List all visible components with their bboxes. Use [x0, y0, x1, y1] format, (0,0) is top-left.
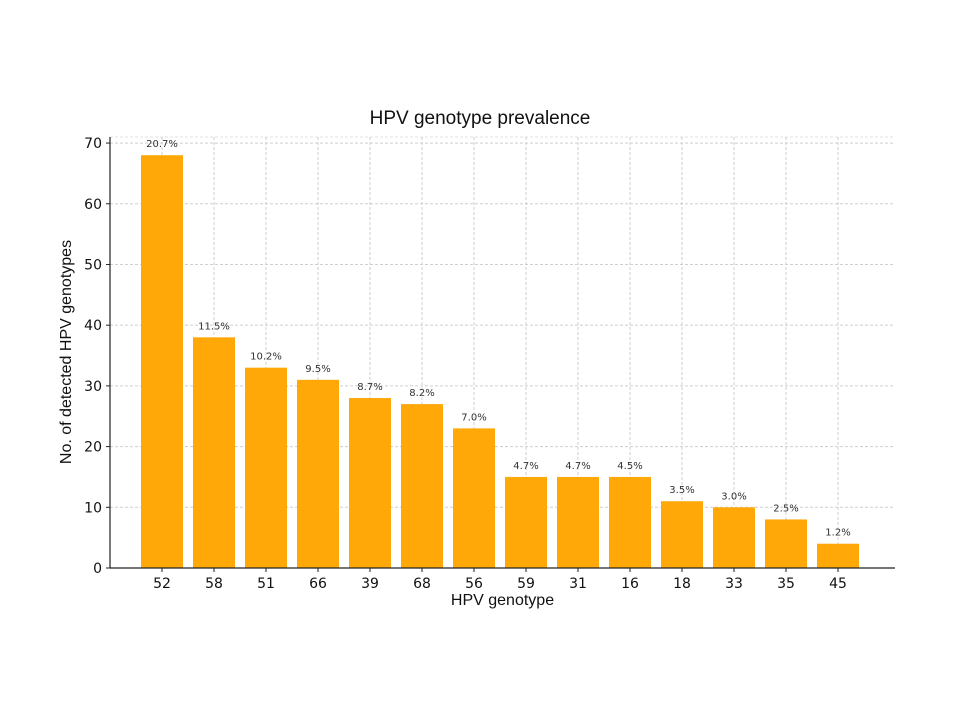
bar-52: [141, 155, 183, 568]
y-tick-label: 20: [84, 440, 102, 456]
x-tick-label: 16: [621, 576, 639, 592]
data-label: 4.7%: [565, 461, 590, 472]
chart-title: HPV genotype prevalence: [369, 108, 591, 129]
bar-58: [193, 337, 235, 568]
data-label: 8.7%: [357, 382, 382, 393]
y-tick-label: 30: [84, 379, 102, 395]
bar-35: [765, 519, 807, 568]
data-label: 4.5%: [617, 461, 642, 472]
y-tick-label: 50: [84, 257, 102, 273]
data-label: 7.0%: [461, 412, 486, 423]
x-tick-label: 51: [257, 576, 275, 592]
data-label: 3.0%: [721, 491, 746, 502]
x-tick-label: 33: [725, 576, 743, 592]
x-tick-label: 68: [413, 576, 431, 592]
x-tick-label: 56: [465, 576, 483, 592]
data-label: 9.5%: [305, 364, 330, 375]
y-tick-label: 0: [93, 561, 102, 577]
x-tick-label: 39: [361, 576, 379, 592]
data-label: 20.7%: [146, 139, 178, 150]
data-label: 11.5%: [198, 321, 230, 332]
bar-16: [609, 476, 651, 568]
bar-56: [453, 428, 495, 568]
data-label: 4.7%: [513, 461, 538, 472]
bar-18: [661, 501, 703, 568]
y-tick-label: 70: [84, 136, 102, 152]
data-label: 2.5%: [773, 503, 798, 514]
x-tick-label: 18: [673, 576, 691, 592]
data-label: 3.5%: [669, 485, 694, 496]
bar-66: [297, 379, 339, 568]
bar-68: [401, 404, 443, 568]
bar-59: [505, 476, 547, 568]
y-tick-label: 10: [84, 500, 102, 516]
bar-33: [713, 507, 755, 568]
data-label: 1.2%: [825, 528, 850, 539]
bar-51: [245, 367, 287, 568]
y-tick-label: 60: [84, 197, 102, 213]
x-tick-label: 59: [517, 576, 535, 592]
y-tick-label: 40: [84, 318, 102, 334]
x-tick-label: 66: [309, 576, 327, 592]
x-tick-label: 45: [829, 576, 847, 592]
x-tick-label: 31: [569, 576, 587, 592]
bar-45: [817, 543, 859, 568]
data-label: 8.2%: [409, 388, 434, 399]
bar-31: [557, 476, 599, 568]
x-tick-label: 52: [153, 576, 171, 592]
data-label: 10.2%: [250, 352, 282, 363]
x-tick-label: 35: [777, 576, 795, 592]
x-axis-label: HPV genotype: [450, 592, 555, 609]
bar-39: [349, 398, 391, 568]
x-tick-label: 58: [205, 576, 223, 592]
